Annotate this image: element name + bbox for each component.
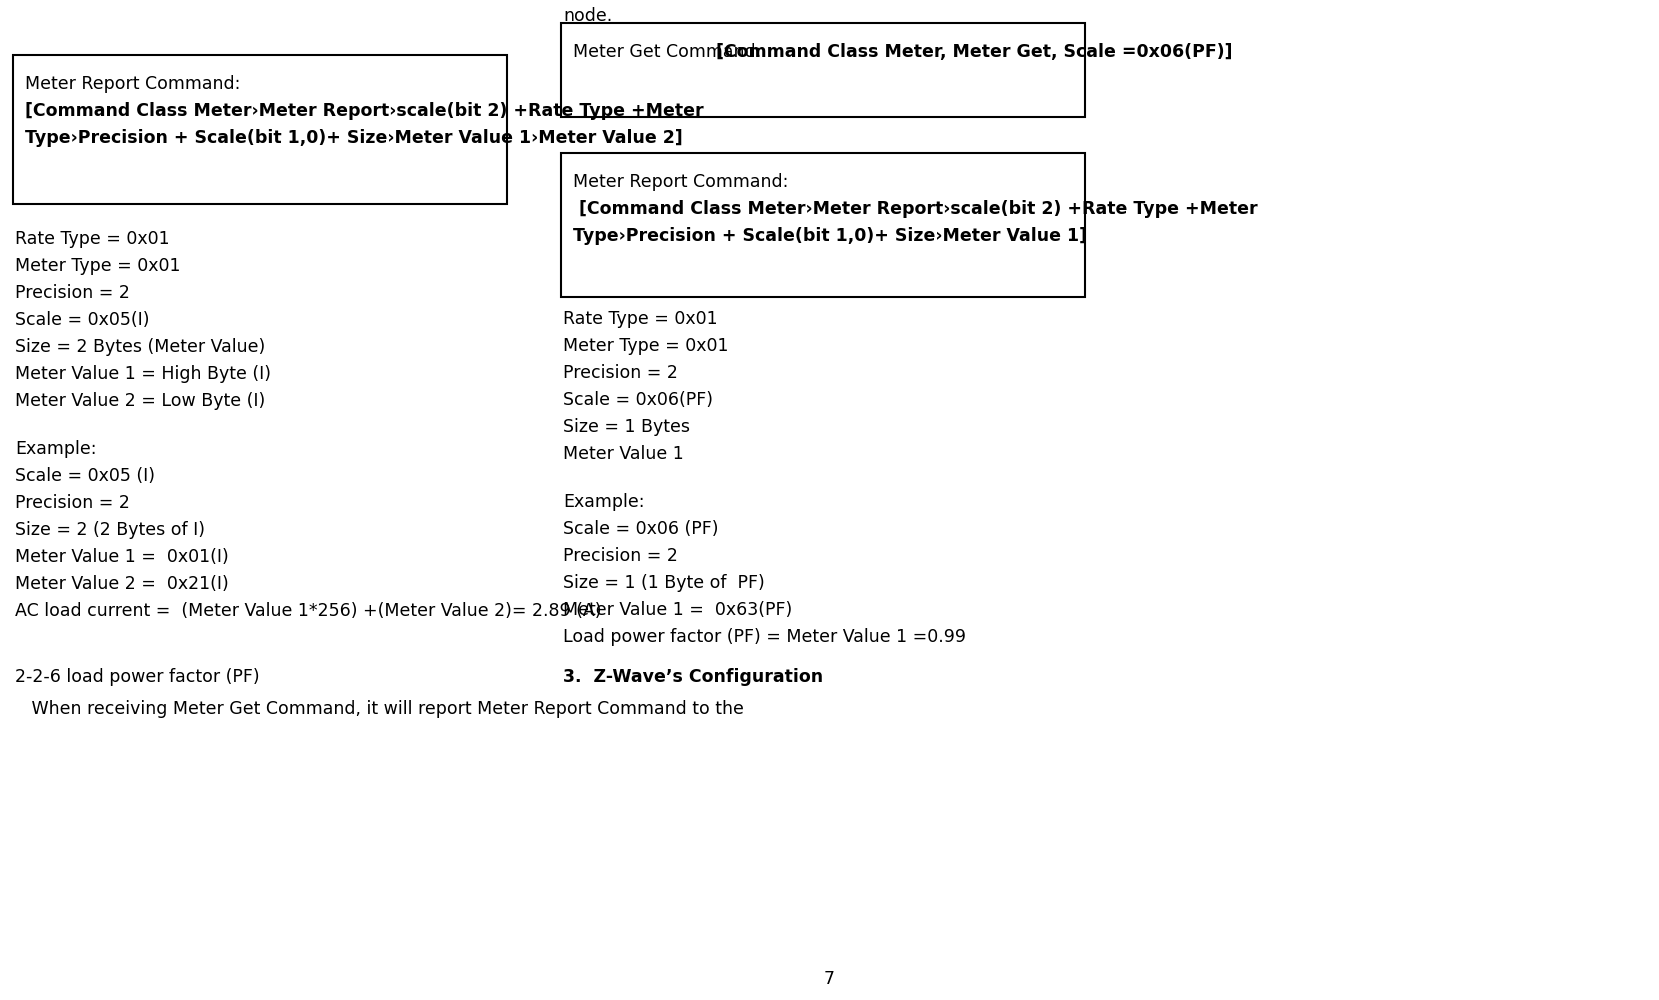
FancyBboxPatch shape [13, 55, 508, 204]
Text: Scale = 0x06(PF): Scale = 0x06(PF) [562, 391, 713, 409]
Text: Size = 2 (2 Bytes of I): Size = 2 (2 Bytes of I) [15, 521, 206, 539]
Text: Example:: Example: [15, 440, 96, 458]
Text: Meter Value 2 =  0x21(I): Meter Value 2 = 0x21(I) [15, 575, 229, 593]
Text: When receiving Meter Get Command, it will report Meter Report Command to the: When receiving Meter Get Command, it wil… [15, 700, 743, 718]
Text: Size = 1 (1 Byte of  PF): Size = 1 (1 Byte of PF) [562, 574, 765, 592]
Text: Meter Type = 0x01: Meter Type = 0x01 [15, 257, 181, 275]
Text: Meter Value 1: Meter Value 1 [562, 445, 684, 463]
Text: Meter Value 1 =  0x01(I): Meter Value 1 = 0x01(I) [15, 548, 229, 566]
Text: Precision = 2: Precision = 2 [562, 547, 679, 565]
Text: Precision = 2: Precision = 2 [562, 364, 679, 382]
Text: AC load current =  (Meter Value 1*256) +(Meter Value 2)= 2.89 (A): AC load current = (Meter Value 1*256) +(… [15, 602, 602, 620]
Text: Meter Report Command:: Meter Report Command: [25, 75, 241, 93]
Text: node.: node. [562, 7, 612, 25]
Text: Meter Type = 0x01: Meter Type = 0x01 [562, 337, 728, 355]
Text: Precision = 2: Precision = 2 [15, 494, 129, 512]
Text: Size = 2 Bytes (Meter Value): Size = 2 Bytes (Meter Value) [15, 338, 265, 356]
Text: 2-2-6 load power factor (PF): 2-2-6 load power factor (PF) [15, 668, 259, 686]
Text: Meter Value 1 =  0x63(PF): Meter Value 1 = 0x63(PF) [562, 601, 793, 619]
Text: Meter Get Command:: Meter Get Command: [572, 43, 766, 61]
Text: Meter Value 2 = Low Byte (I): Meter Value 2 = Low Byte (I) [15, 392, 265, 410]
Text: Scale = 0x05(I): Scale = 0x05(I) [15, 311, 149, 329]
Text: [Command Class Meter›Meter Report›scale(bit 2) +Rate Type +Meter: [Command Class Meter›Meter Report›scale(… [572, 200, 1258, 218]
Text: Type›Precision + Scale(bit 1,0)+ Size›Meter Value 1]: Type›Precision + Scale(bit 1,0)+ Size›Me… [572, 227, 1087, 245]
Text: Precision = 2: Precision = 2 [15, 284, 129, 302]
Text: Example:: Example: [562, 493, 644, 511]
Text: Size = 1 Bytes: Size = 1 Bytes [562, 418, 690, 436]
Text: Rate Type = 0x01: Rate Type = 0x01 [562, 310, 718, 328]
Text: Meter Report Command:: Meter Report Command: [572, 173, 788, 191]
Text: Scale = 0x05 (I): Scale = 0x05 (I) [15, 467, 154, 485]
FancyBboxPatch shape [561, 153, 1085, 297]
Text: Scale = 0x06 (PF): Scale = 0x06 (PF) [562, 520, 718, 538]
Text: [Command Class Meter›Meter Report›scale(bit 2) +Rate Type +Meter: [Command Class Meter›Meter Report›scale(… [25, 102, 703, 120]
Text: Rate Type = 0x01: Rate Type = 0x01 [15, 230, 169, 248]
Text: Type›Precision + Scale(bit 1,0)+ Size›Meter Value 1›Meter Value 2]: Type›Precision + Scale(bit 1,0)+ Size›Me… [25, 129, 684, 147]
Text: [Command Class Meter, Meter Get, Scale =0x06(PF)]: [Command Class Meter, Meter Get, Scale =… [715, 43, 1233, 61]
Text: Meter Value 1 = High Byte (I): Meter Value 1 = High Byte (I) [15, 365, 270, 383]
Text: Load power factor (PF) = Meter Value 1 =0.99: Load power factor (PF) = Meter Value 1 =… [562, 628, 966, 646]
Text: 3.  Z-Wave’s Configuration: 3. Z-Wave’s Configuration [562, 668, 823, 686]
FancyBboxPatch shape [561, 23, 1085, 117]
Text: 7: 7 [825, 970, 834, 988]
